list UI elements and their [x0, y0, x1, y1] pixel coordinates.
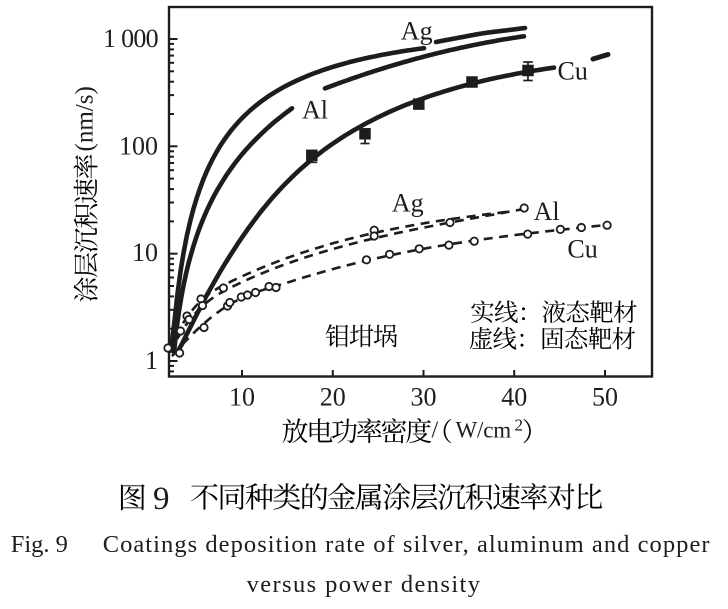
- svg-text:100: 100: [119, 131, 158, 160]
- svg-text:W/cm: W/cm: [456, 418, 512, 443]
- svg-text:2: 2: [515, 415, 524, 434]
- svg-text:9: 9: [153, 481, 170, 517]
- svg-text:versus power density: versus power density: [247, 571, 482, 598]
- svg-text:50: 50: [592, 383, 618, 412]
- svg-text:20: 20: [320, 383, 346, 412]
- svg-text:Al: Al: [534, 197, 560, 226]
- svg-text:Cu: Cu: [558, 57, 588, 86]
- svg-text:Cu: Cu: [567, 234, 597, 263]
- svg-text:40: 40: [501, 383, 527, 412]
- svg-text:Ag: Ag: [401, 16, 433, 45]
- svg-text:Al: Al: [302, 96, 328, 125]
- svg-text:1: 1: [145, 346, 158, 375]
- svg-text:10: 10: [132, 238, 158, 267]
- svg-text:30: 30: [411, 383, 437, 412]
- svg-text:Coatings deposition rate of si: Coatings deposition rate of silver, alum…: [103, 531, 711, 558]
- svg-text:/: /: [432, 418, 439, 444]
- svg-text:(nm/s): (nm/s): [72, 86, 99, 151]
- svg-text:Ag: Ag: [392, 189, 424, 218]
- svg-text:1 000: 1 000: [103, 24, 159, 53]
- svg-text:Fig. 9: Fig. 9: [11, 531, 68, 558]
- svg-text:10: 10: [229, 383, 255, 412]
